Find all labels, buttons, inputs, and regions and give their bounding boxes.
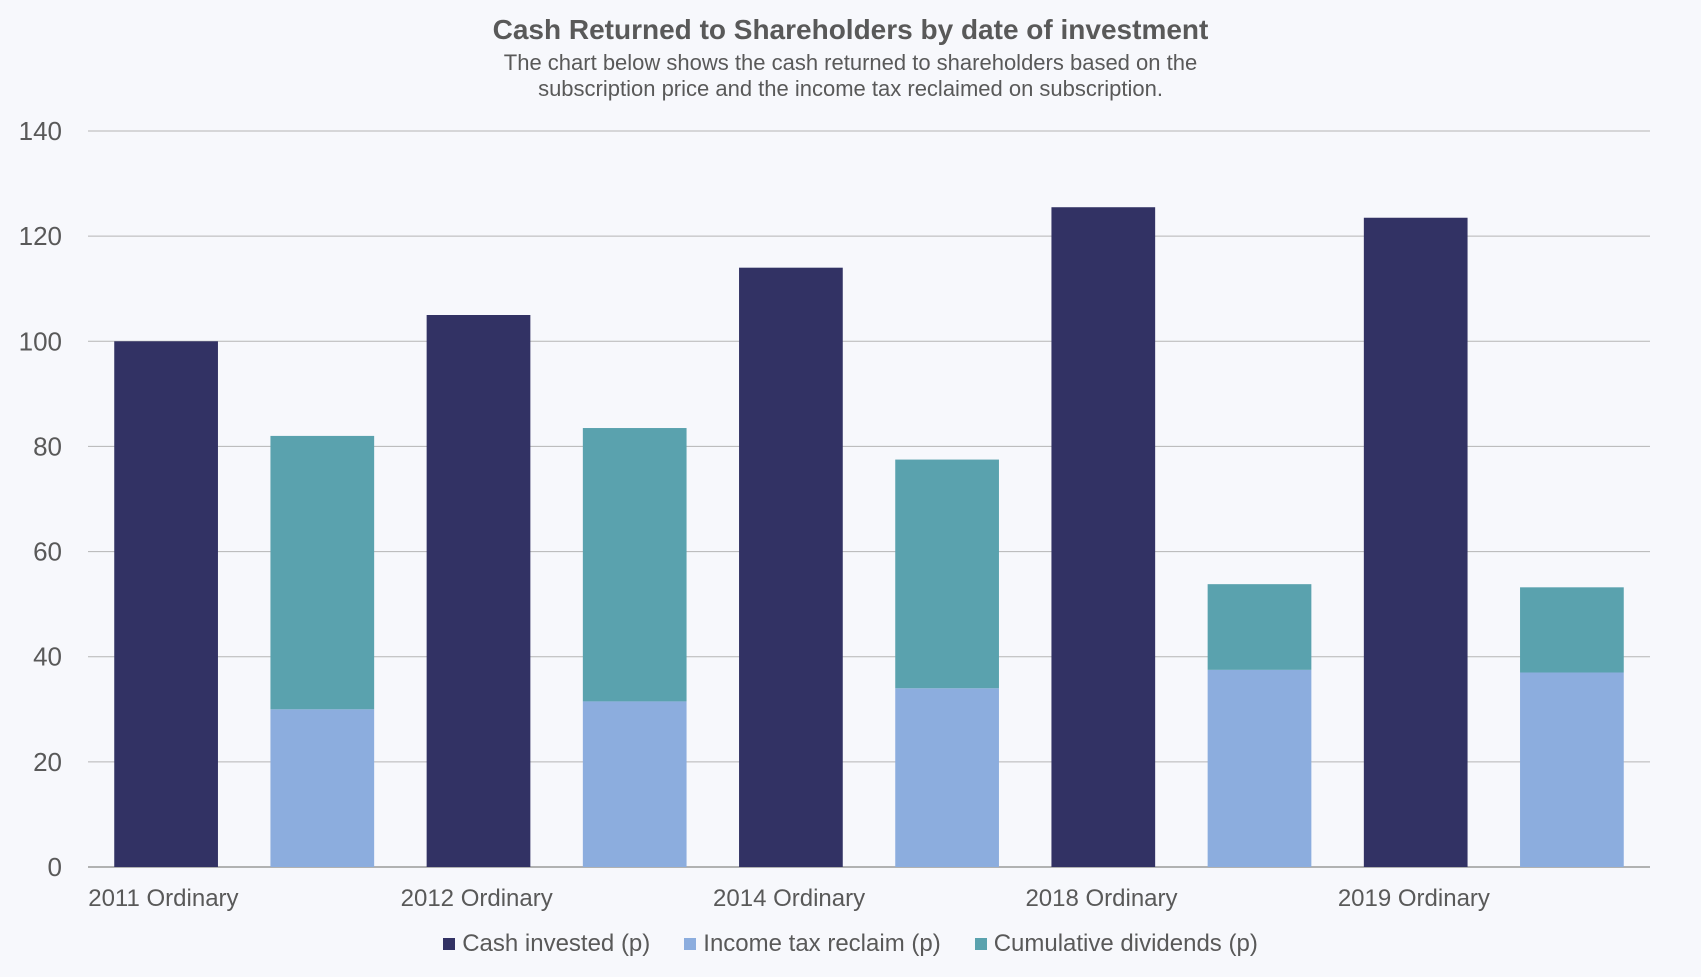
bar-income-tax-reclaim (582, 701, 687, 867)
y-tick-label: 40 (33, 642, 62, 672)
chart-plot-area: 0 20 40 60 80 100 120 140 2011 Ordinary 2012 Ordi… (19, 116, 1650, 912)
bars (114, 207, 1624, 868)
bar-cumulative-dividends (1207, 584, 1312, 670)
y-tick-label: 140 (19, 116, 62, 146)
x-category-label: 2019 Ordinary (1338, 885, 1490, 912)
y-tick-label: 20 (33, 747, 62, 777)
bar-cumulative-dividends (895, 459, 999, 689)
y-tick-label: 120 (19, 221, 62, 251)
legend-item: Cumulative dividends (p) (974, 930, 1258, 958)
bar-cash-invested (426, 315, 531, 867)
x-category-label: 2012 Ordinary (401, 885, 553, 912)
legend-label: Cumulative dividends (p) (993, 930, 1258, 957)
bar-cash-invested (114, 341, 218, 867)
bar-income-tax-reclaim (1207, 669, 1312, 867)
x-category-label: 2011 Ordinary (88, 885, 238, 912)
y-tick-label: 60 (33, 537, 62, 567)
bar-cash-invested (1051, 207, 1156, 867)
y-tick-label: 0 (48, 852, 62, 882)
bar-income-tax-reclaim (1520, 672, 1624, 867)
legend-item: Cash invested (p) (443, 930, 650, 958)
y-tick-label: 100 (19, 326, 62, 356)
legend-swatch (443, 938, 456, 950)
chart-subtitle-line-2: subscription price and the income tax re… (538, 76, 1163, 101)
bar-cumulative-dividends (582, 428, 687, 702)
legend-label: Cash invested (p) (462, 930, 651, 957)
legend-swatch (684, 938, 697, 950)
axes: 0 20 40 60 80 100 120 140 2011 Ordinary 2012 Ordi… (19, 116, 1490, 912)
legend-swatch (974, 938, 987, 950)
bar-cash-invested (1363, 217, 1468, 867)
bar-cumulative-dividends (270, 435, 375, 710)
y-tick-label: 80 (33, 431, 62, 461)
chart-title: Cash Returned to Shareholders by date of… (492, 14, 1209, 45)
chart-legend: Cash invested (p) Income tax reclaim (p) C… (0, 930, 1701, 958)
bar-cash-invested (739, 267, 843, 868)
legend-item: Income tax reclaim (p) (684, 930, 941, 958)
bar-cumulative-dividends (1520, 587, 1624, 673)
bar-income-tax-reclaim (270, 709, 375, 867)
legend-label: Income tax reclaim (p) (703, 930, 941, 957)
chart-subtitle: The chart below shows the cash returned … (0, 50, 1701, 102)
bar-income-tax-reclaim (895, 688, 999, 867)
chart-subtitle-line-1: The chart below shows the cash returned … (503, 50, 1198, 75)
x-category-label: 2018 Ordinary (1025, 885, 1177, 912)
x-category-label: 2014 Ordinary (713, 885, 865, 912)
